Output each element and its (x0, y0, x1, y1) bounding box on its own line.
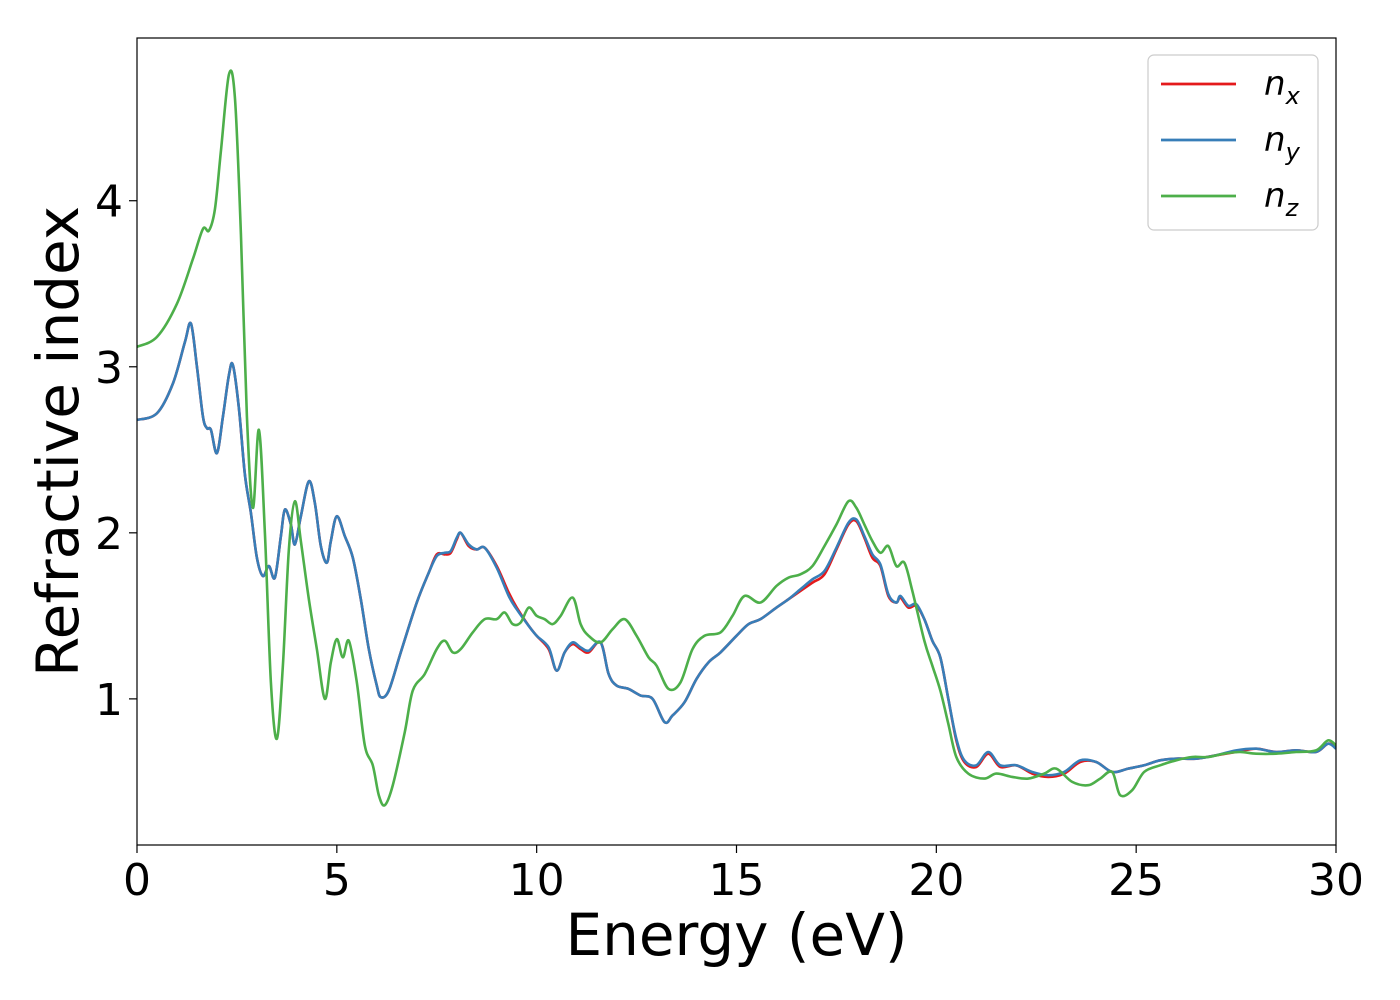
x-axis-ticks: 0 5 10 15 20 25 30 (123, 845, 1364, 906)
y-tick-label: 4 (95, 177, 123, 228)
series-line-n-y (137, 321, 1336, 777)
y-tick-label: 3 (95, 343, 123, 394)
x-tick-label: 25 (1108, 855, 1164, 906)
x-tick-label: 20 (908, 855, 964, 906)
y-tick-label: 1 (95, 675, 123, 726)
legend-box (1147, 54, 1319, 231)
series-layer (137, 69, 1336, 807)
series-line-n-z (137, 69, 1336, 807)
x-tick-label: 15 (709, 855, 765, 906)
legend-entry-n-y: ny (1264, 120, 1301, 166)
x-tick-label: 10 (509, 855, 565, 906)
y-axis-ticks: 1 2 3 4 (95, 177, 137, 726)
legend-entry-n-z: nz (1264, 176, 1300, 222)
legend-entry-n-x: nx (1264, 64, 1301, 110)
x-tick-label: 5 (323, 855, 351, 906)
legend: nx ny nz (1147, 54, 1319, 231)
y-axis-label: Refractive index (24, 206, 92, 677)
series-line-n-x (137, 321, 1336, 779)
x-tick-label: 30 (1308, 855, 1364, 906)
x-tick-label: 0 (123, 855, 151, 906)
y-tick-label: 2 (95, 509, 123, 560)
x-axis-label: Energy (eV) (565, 901, 907, 969)
